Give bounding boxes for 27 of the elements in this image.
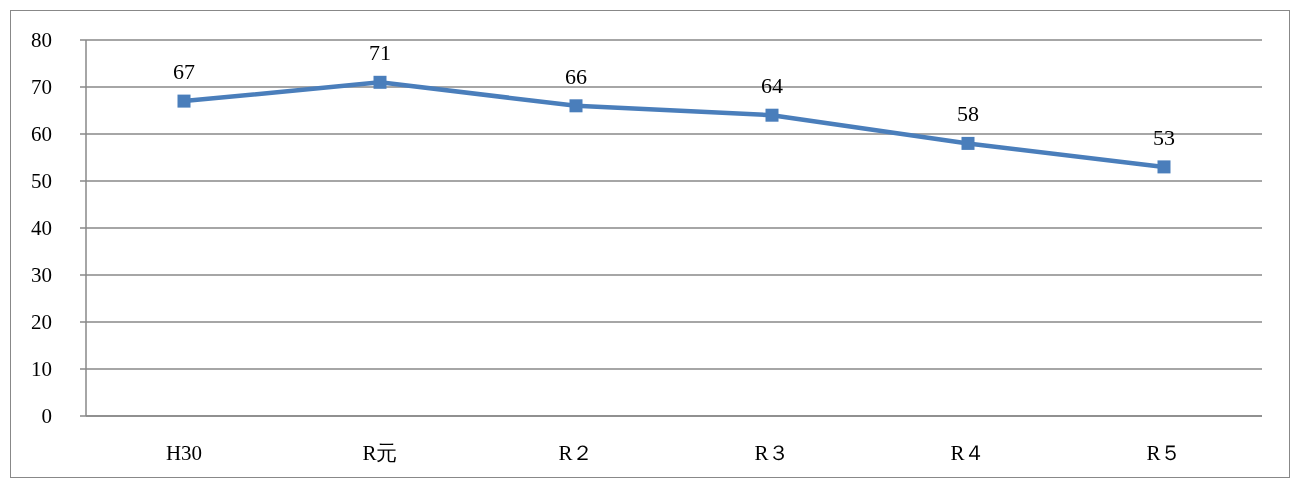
- data-label: 58: [957, 101, 979, 127]
- y-tick-label: 10: [31, 357, 52, 382]
- y-tick-label: 70: [31, 75, 52, 100]
- y-tick-label: 80: [31, 28, 52, 53]
- data-label: 53: [1153, 124, 1175, 150]
- y-tick-label: 60: [31, 122, 52, 147]
- y-tick-label: 40: [31, 216, 52, 241]
- point: [177, 94, 191, 108]
- point: [1157, 160, 1171, 174]
- y-tick-label: 30: [31, 263, 52, 288]
- point: [569, 99, 583, 113]
- x-tick-label: R５: [1146, 441, 1182, 465]
- point: [765, 108, 779, 122]
- x-tick-label: R４: [950, 441, 986, 465]
- y-tick-label: 0: [41, 404, 52, 429]
- point: [373, 75, 387, 89]
- x-tick-label: R３: [754, 441, 790, 465]
- y-tick-label: 20: [31, 310, 52, 335]
- x-tick-label: R２: [558, 441, 594, 465]
- data-label: 64: [761, 73, 783, 99]
- x-tick-label: H30: [165, 441, 203, 465]
- point: [961, 136, 975, 150]
- data-label: 66: [565, 63, 587, 89]
- y-tick-label: 50: [31, 169, 52, 194]
- data-label: 71: [369, 40, 391, 66]
- x-tick-label: R元: [362, 441, 398, 465]
- data-label: 67: [173, 59, 195, 85]
